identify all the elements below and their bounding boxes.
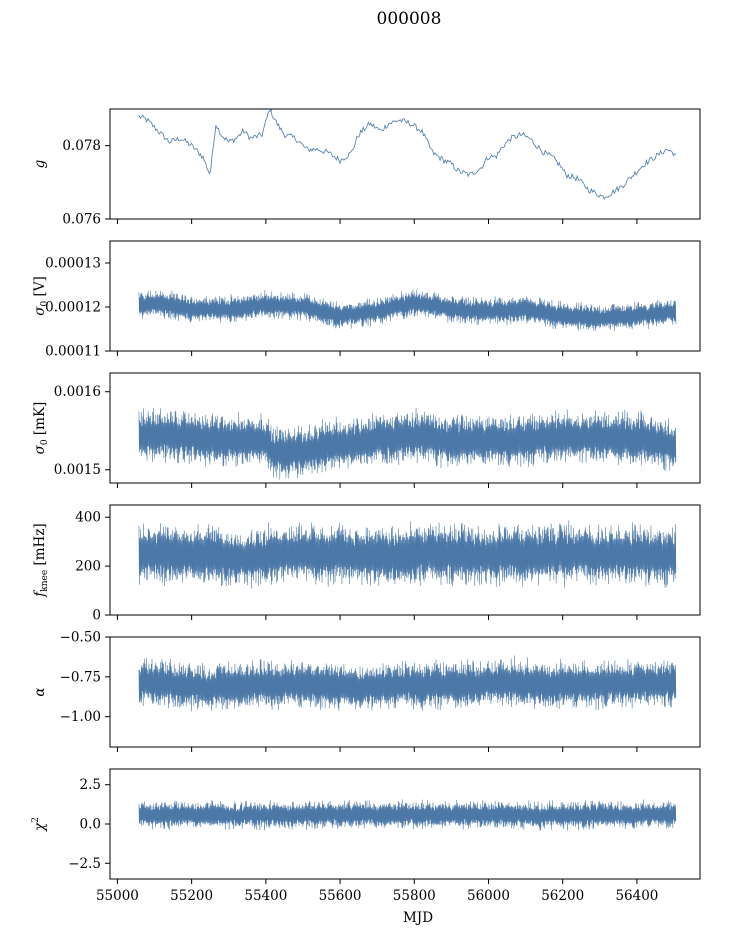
- axes-frame: [109, 372, 701, 484]
- y-tick-label: 0.00012: [45, 300, 101, 316]
- y-axis-label: σ0 [V]: [32, 276, 50, 316]
- y-tick-label: 400: [75, 510, 101, 526]
- x-tick-label: 55200: [170, 888, 213, 904]
- y-tick-label: 200: [75, 559, 101, 575]
- subplot-4: 0 200 400 fknee [mHz]: [32, 504, 701, 624]
- x-tick-label: 56400: [615, 888, 658, 904]
- x-tick-label: 55000: [96, 888, 139, 904]
- data-trace: [138, 799, 677, 831]
- subplot-2: 0.00011 0.00012 0.00013 σ0 [V]: [32, 240, 701, 360]
- y-axis-label: fknee [mHz]: [32, 523, 50, 597]
- x-tick-label: 56200: [541, 888, 584, 904]
- y-axis-label: α: [32, 687, 48, 696]
- y-tick-label: 0.0: [80, 817, 101, 833]
- axes-frame: [109, 240, 701, 352]
- data-trace: [138, 407, 677, 480]
- x-tick-label: 55800: [393, 888, 436, 904]
- data-trace: [138, 520, 677, 589]
- y-tick-label: 2.5: [80, 777, 101, 793]
- data-trace: [138, 289, 677, 331]
- y-tick-label: 0.00011: [45, 344, 101, 360]
- figure-title: 000008: [377, 9, 442, 29]
- y-axis-label: g: [32, 159, 48, 168]
- data-trace: [138, 655, 677, 712]
- x-tick-label: 55400: [244, 888, 287, 904]
- axes-frame: [109, 504, 701, 616]
- axes-frame: [109, 108, 701, 220]
- y-tick-label: −2.5: [68, 856, 101, 872]
- x-tick-label: 56000: [467, 888, 510, 904]
- y-tick-label: 0.00013: [45, 256, 101, 272]
- data-trace: [138, 109, 677, 201]
- subplot-5: −1.00 −0.75 −0.50 α: [32, 630, 701, 752]
- y-tick-label: 0.0015: [54, 462, 101, 478]
- y-tick-label: −0.50: [60, 630, 101, 646]
- subplot-1: 0.076 0.078 g: [32, 108, 701, 228]
- y-axis-label: χ2: [31, 817, 48, 832]
- subplot-6: −2.5 0.0 2.5 55000 55200 55400 55600 55800 56000…: [31, 768, 701, 904]
- y-tick-label: −1.00: [60, 709, 101, 725]
- y-tick-label: −0.75: [60, 669, 101, 685]
- axes-frame: [109, 636, 701, 748]
- y-tick-label: 0.078: [62, 138, 101, 154]
- y-tick-label: 0.076: [62, 212, 101, 228]
- y-tick-label: 0.0016: [54, 384, 101, 400]
- x-axis-label: MJD: [403, 910, 433, 926]
- x-tick-label: 55600: [319, 888, 362, 904]
- y-axis-label: σ0 [mK]: [32, 402, 50, 455]
- y-tick-label: 0: [92, 608, 101, 624]
